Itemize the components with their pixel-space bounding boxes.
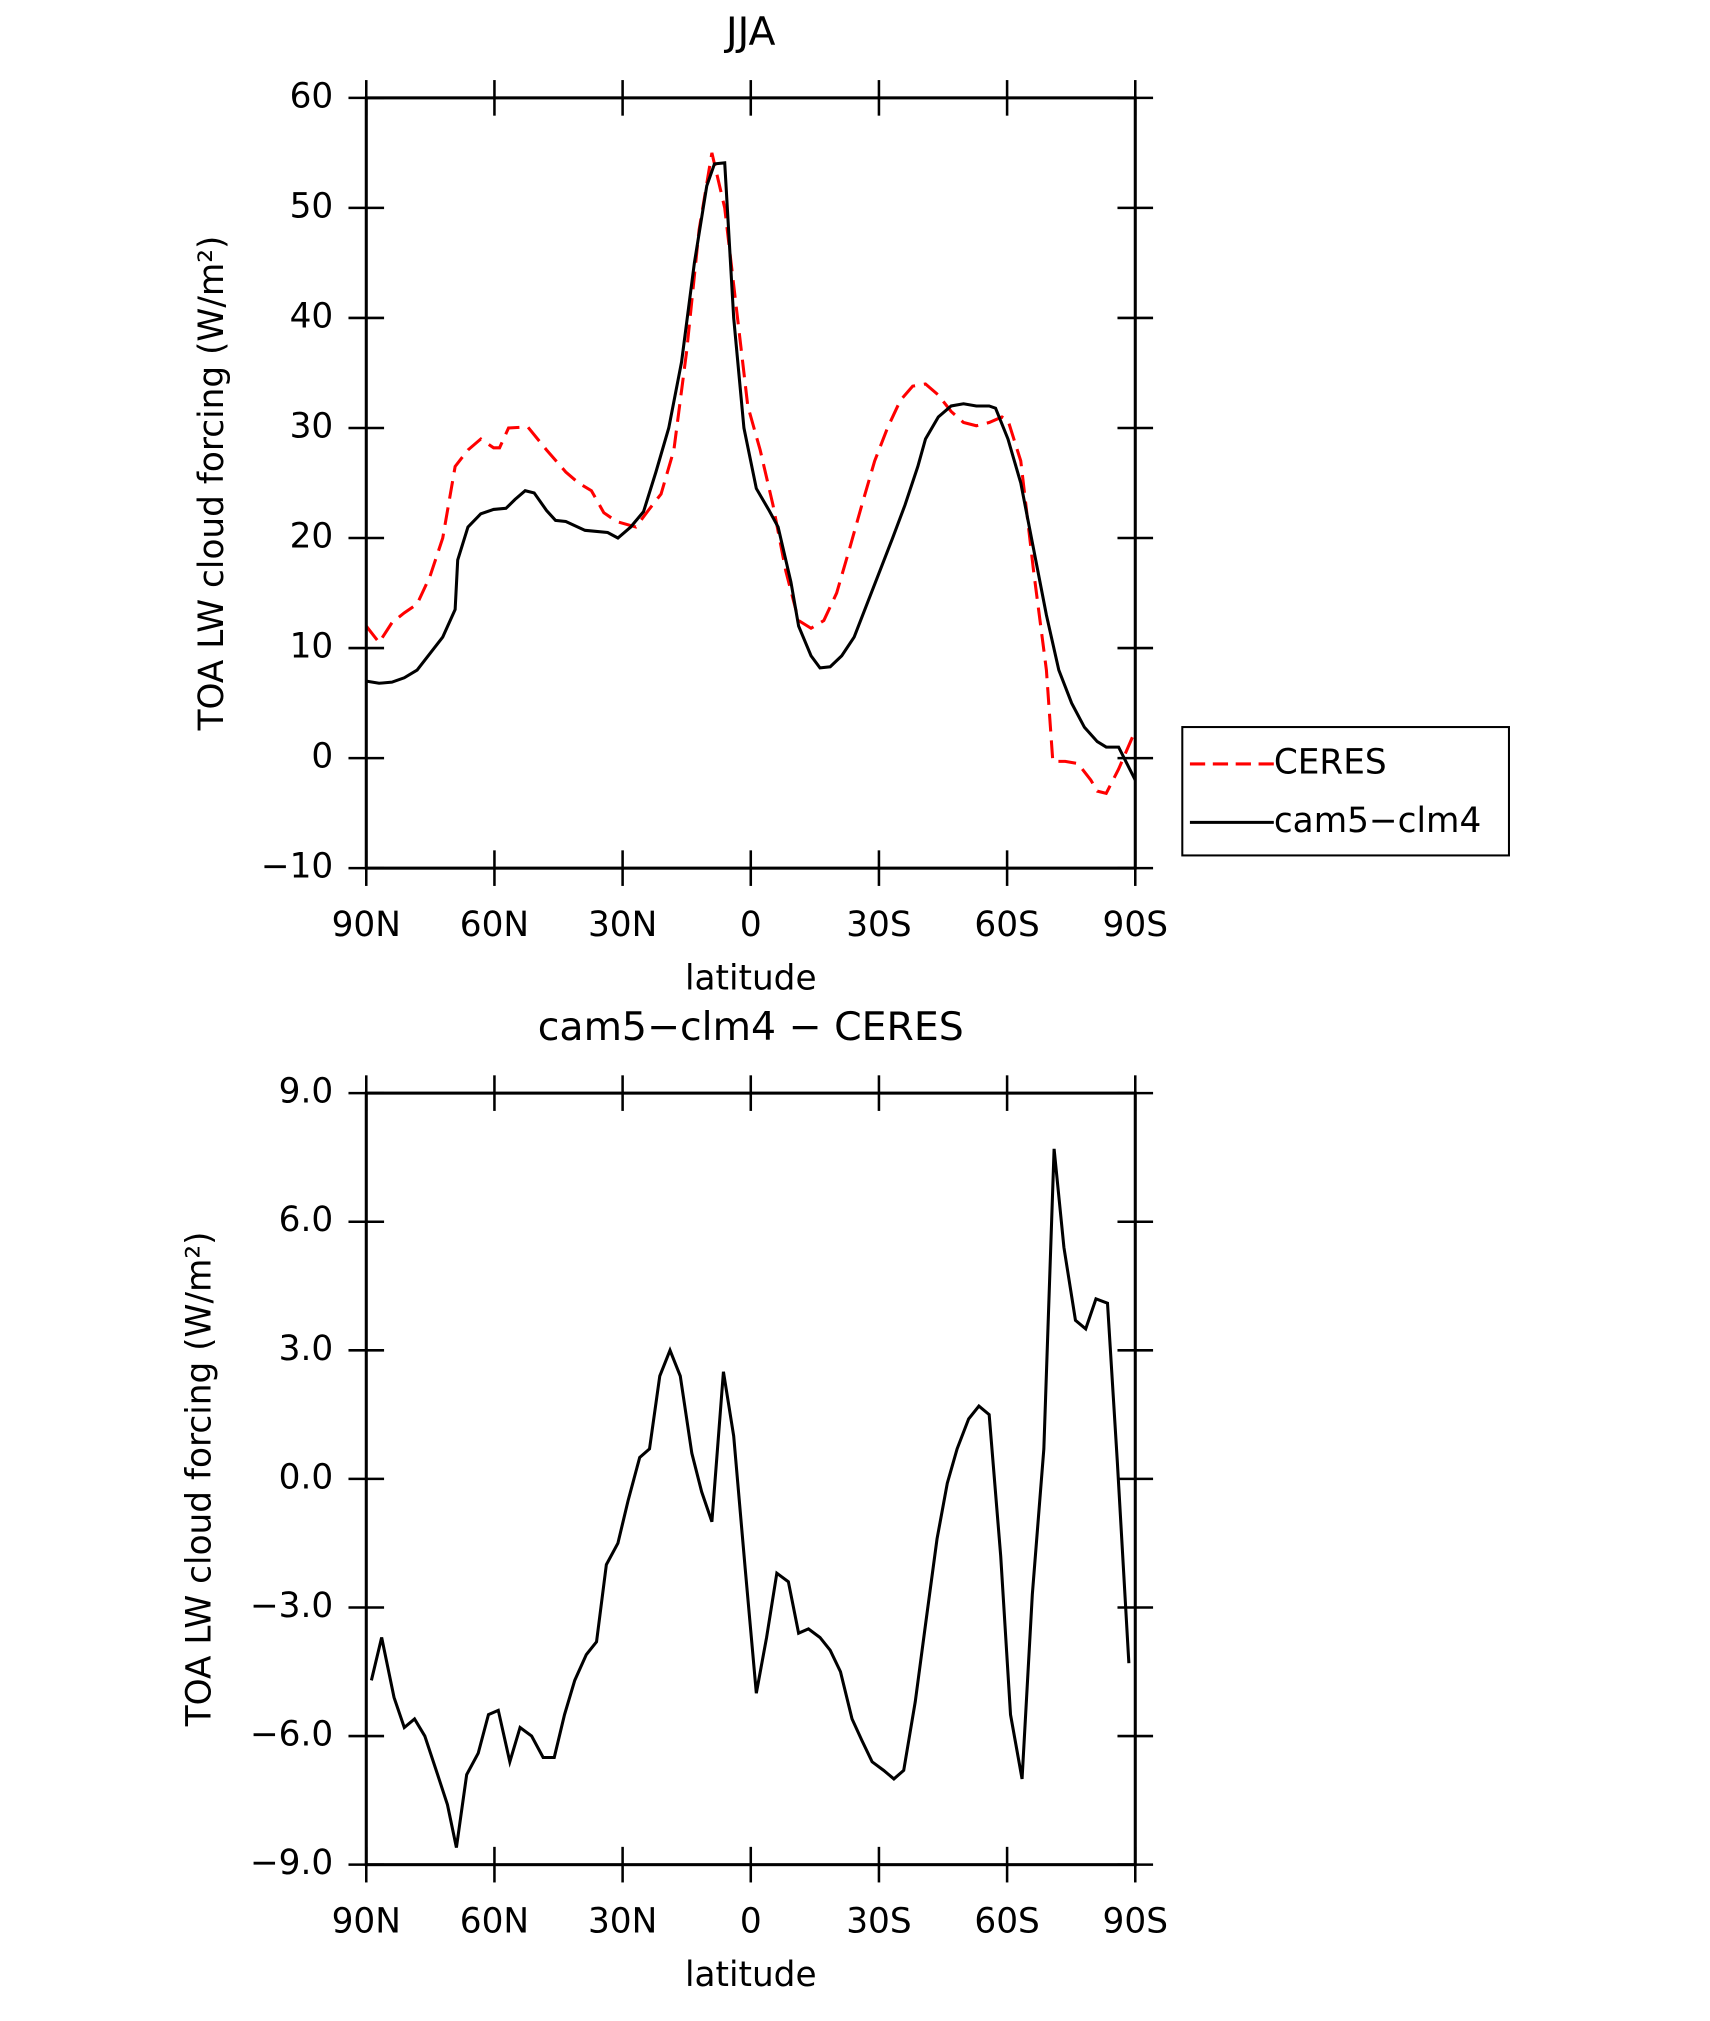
x-tick-label: 90N (332, 905, 401, 945)
x-tick-label: 60S (974, 905, 1039, 945)
chart-title: cam5−clm4 − CERES (538, 1004, 964, 1050)
y-tick-label: −6.0 (250, 1715, 333, 1755)
y-tick-label: −9.0 (250, 1843, 333, 1883)
data-line (366, 161, 1137, 781)
y-tick-label: −3.0 (250, 1586, 333, 1626)
x-axis-label: latitude (685, 1955, 817, 1995)
y-axis-label: TOA LW cloud forcing (W/m²) (192, 236, 232, 732)
y-tick-label: −10 (261, 847, 333, 887)
x-axis-label: latitude (685, 958, 817, 998)
y-tick-label: 3.0 (279, 1329, 334, 1369)
y-tick-label: 40 (290, 296, 334, 336)
x-tick-label: 60S (974, 1902, 1039, 1942)
y-tick-label: 50 (290, 186, 334, 226)
x-tick-label: 30S (846, 1902, 911, 1942)
x-tick-label: 60N (460, 905, 529, 945)
data-line (369, 1148, 1131, 1848)
plot-frame (364, 1091, 1137, 1867)
y-tick-label: 0.0 (279, 1457, 334, 1497)
legend-label: CERES (1274, 742, 1387, 782)
y-tick-label: 0 (311, 737, 333, 777)
data-line (365, 152, 1137, 796)
y-tick-label: 6.0 (279, 1200, 334, 1240)
y-axis-label: TOA LW cloud forcing (W/m²) (180, 1231, 220, 1727)
chart-title: JJA (723, 9, 776, 55)
y-tick-label: 20 (290, 517, 334, 557)
legend-label: cam5−clm4 (1274, 801, 1481, 841)
legend-box (1181, 726, 1510, 857)
x-tick-label: 30N (588, 905, 657, 945)
x-tick-label: 60N (460, 1902, 529, 1942)
x-tick-label: 90N (332, 1902, 401, 1942)
x-tick-label: 30S (846, 905, 911, 945)
x-tick-label: 0 (740, 905, 762, 945)
x-tick-label: 0 (740, 1902, 762, 1942)
y-tick-label: 10 (290, 627, 334, 667)
x-tick-label: 90S (1103, 905, 1168, 945)
x-tick-label: 30N (588, 1902, 657, 1942)
plot-frame (364, 96, 1137, 870)
y-tick-label: 60 (290, 76, 334, 116)
y-tick-label: 30 (290, 406, 334, 446)
y-tick-label: 9.0 (279, 1072, 334, 1112)
x-tick-label: 90S (1103, 1902, 1168, 1942)
